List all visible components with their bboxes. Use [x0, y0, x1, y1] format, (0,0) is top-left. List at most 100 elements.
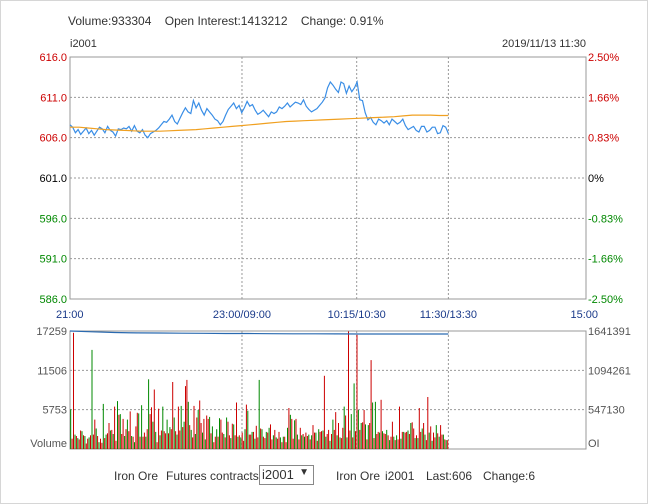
- volume-bar: [114, 406, 116, 449]
- volume-bar: [248, 434, 250, 449]
- volume-bar: [158, 408, 160, 449]
- volume-bar: [305, 432, 307, 449]
- volume-bar: [70, 409, 72, 449]
- volume-bar: [193, 405, 195, 449]
- volume-bar: [445, 440, 447, 449]
- volume-bar: [362, 422, 364, 449]
- volume-bar: [105, 434, 107, 449]
- volume-bar: [121, 434, 123, 449]
- volume-bar: [348, 331, 349, 449]
- volume-bar: [118, 414, 120, 449]
- volume-bar: [253, 431, 254, 449]
- volume-bar: [291, 418, 293, 449]
- volume-bar: [135, 426, 137, 449]
- volume-bar: [421, 428, 423, 449]
- volume-bar: [153, 389, 155, 449]
- quote-summary: Volume:933304 Open Interest:1413212 Chan…: [68, 14, 394, 28]
- change-text: Change: 0.91%: [300, 14, 384, 28]
- product-label: Iron Ore: [114, 469, 159, 483]
- time-axis-label: 11:30/13:30: [420, 309, 477, 321]
- volume-bar: [306, 436, 308, 449]
- volume-bar: [264, 438, 266, 449]
- volume-bar: [267, 432, 269, 449]
- volume-bar: [380, 399, 382, 449]
- volume-bar: [95, 428, 97, 449]
- volume-bar: [411, 422, 413, 449]
- volume-axis-label: 11506: [37, 365, 67, 377]
- volume-bar: [194, 434, 196, 449]
- volume-bar: [187, 401, 189, 449]
- volume-bar: [101, 442, 103, 449]
- volume-bar: [374, 401, 376, 449]
- price-axis-label: 596.0: [39, 213, 67, 225]
- datetime-label: 2019/11/13 11:30: [501, 38, 586, 50]
- volume-bar: [417, 438, 419, 449]
- volume-bar: [298, 439, 300, 449]
- volume-bar: [102, 403, 104, 449]
- volume-bar: [260, 428, 262, 449]
- volume-bar: [186, 379, 188, 449]
- volume-bar: [413, 428, 415, 449]
- volume-bar: [85, 443, 87, 449]
- volume-bar: [302, 434, 304, 449]
- volume-bar: [315, 432, 317, 449]
- volume-bar: [438, 436, 440, 449]
- contract-select-value: i2001: [262, 467, 294, 482]
- volume-bar: [397, 439, 399, 449]
- volume-bar: [393, 436, 395, 449]
- volume-bar: [427, 397, 429, 449]
- contract-select[interactable]: i2001 ▼: [259, 465, 314, 485]
- volume-bar: [141, 405, 143, 449]
- volume-bar: [394, 440, 396, 449]
- volume-bar: [243, 440, 245, 449]
- volume-axis-label: 17259: [36, 326, 67, 338]
- volume-bar: [331, 434, 332, 449]
- volume-bar: [236, 402, 237, 449]
- volume-bar: [152, 421, 154, 449]
- volume-bar: [202, 432, 203, 449]
- volume-bar: [245, 404, 247, 449]
- volume-bar: [125, 429, 127, 449]
- volume-bar: [329, 440, 331, 449]
- volume-bar: [197, 410, 199, 449]
- volume-bar: [71, 438, 73, 449]
- volume-bar: [159, 435, 161, 449]
- volume-bar: [75, 436, 77, 449]
- last-price: Last:606: [426, 469, 473, 483]
- volume-bar: [345, 415, 347, 449]
- volume-bar: [325, 436, 327, 449]
- volume-bar: [81, 431, 83, 449]
- volume-bar: [384, 434, 386, 449]
- volume-bar: [244, 429, 246, 449]
- volume-bar: [148, 379, 150, 449]
- volume-bar: [183, 421, 185, 449]
- price-line: [69, 79, 449, 139]
- volume-bar: [430, 426, 432, 449]
- volume-bar: [391, 421, 393, 449]
- volume-bar: [172, 382, 174, 449]
- volume-bar: [211, 426, 213, 449]
- volume-bar: [122, 418, 124, 449]
- average-price-line: [70, 114, 449, 132]
- volume-bar: [217, 436, 219, 449]
- volume-bar: [350, 414, 352, 449]
- volume-bar: [431, 440, 433, 449]
- volume-bar: [386, 429, 388, 449]
- volume-bar: [192, 437, 194, 449]
- volume-bar: [342, 427, 344, 449]
- quote-product: Iron Ore: [336, 469, 381, 483]
- volume-bar: [416, 435, 417, 449]
- volume-bar: [359, 429, 361, 449]
- volume-bar: [90, 435, 91, 449]
- volume-bar: [363, 410, 365, 449]
- volume-bar: [180, 405, 182, 449]
- volume-bar: [170, 429, 172, 449]
- volume-bar: [149, 414, 151, 449]
- volume-bar: [182, 427, 184, 449]
- volume-bar: [277, 438, 279, 449]
- volume-bar: [387, 435, 389, 449]
- volume-bar: [77, 438, 79, 449]
- volume-bar: [335, 412, 337, 449]
- volume-bar: [262, 436, 264, 449]
